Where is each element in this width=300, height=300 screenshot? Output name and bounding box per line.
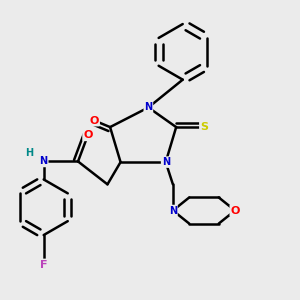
Text: N: N [144,103,152,112]
Text: O: O [230,206,240,215]
Text: H: H [25,148,33,158]
Text: N: N [162,157,170,167]
Text: N: N [40,157,48,166]
Text: O: O [83,130,92,140]
Text: O: O [90,116,99,126]
Text: S: S [200,122,208,132]
Text: N: N [169,206,177,215]
Text: F: F [40,260,47,269]
